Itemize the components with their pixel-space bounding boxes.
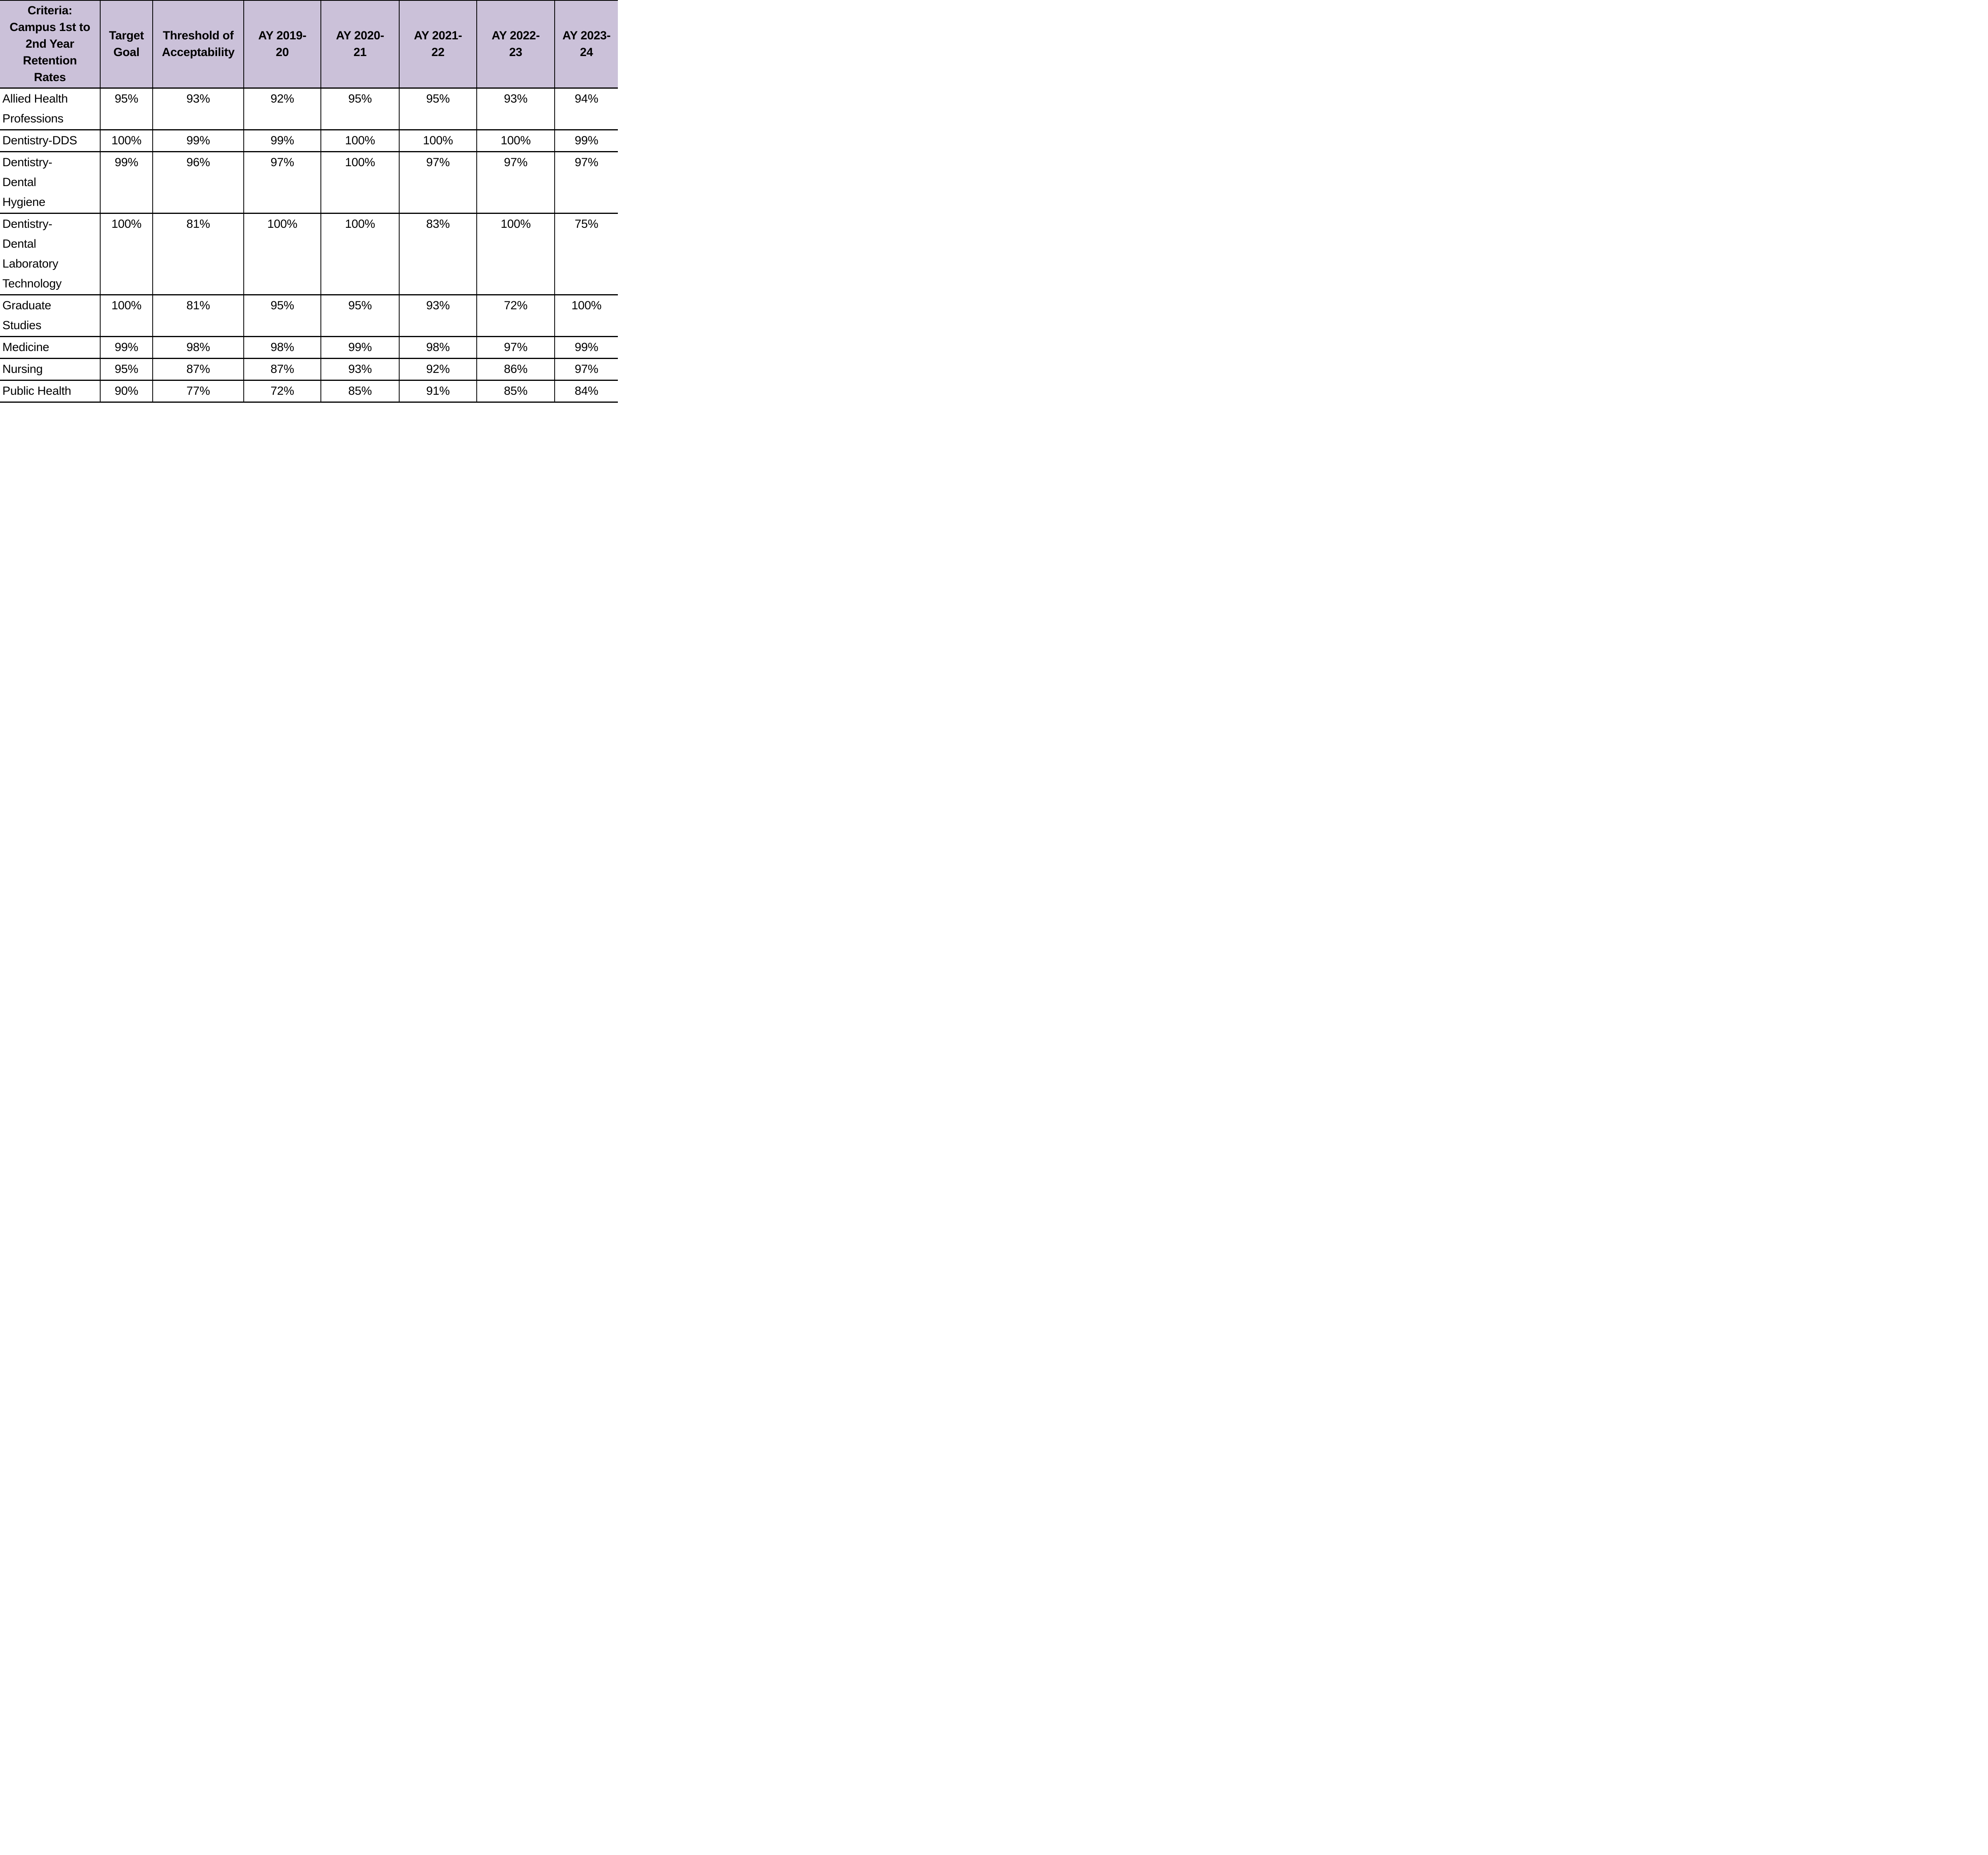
criteria-header-cell: Criteria: Campus 1st to 2nd Year Retenti… — [0, 0, 101, 89]
value-cell: 99% — [100, 151, 153, 214]
value-cell: 91% — [399, 380, 477, 403]
value-cell: 87% — [153, 358, 244, 381]
value-cell: 81% — [153, 213, 244, 295]
column-header-target-goal: Target Goal — [100, 0, 153, 89]
value-cell: 100% — [321, 151, 400, 214]
value-cell: 100% — [555, 295, 618, 337]
table-row-dental-lab-technology: Dentistry- Dental Laboratory Technology … — [0, 213, 618, 295]
value-cell: 85% — [321, 380, 400, 403]
value-cell: 75% — [555, 213, 618, 295]
value-cell: 100% — [477, 213, 555, 295]
value-cell: 99% — [244, 130, 321, 152]
value-cell: 95% — [244, 295, 321, 337]
value-cell: 100% — [100, 213, 153, 295]
table-row-dentistry-dds: Dentistry-DDS 100% 99% 99% 100% 100% 100… — [0, 130, 618, 152]
value-cell: 77% — [153, 380, 244, 403]
value-cell: 97% — [477, 336, 555, 359]
value-cell: 100% — [244, 213, 321, 295]
table-row-nursing: Nursing 95% 87% 87% 93% 92% 86% 97% — [0, 358, 618, 381]
value-cell: 81% — [153, 295, 244, 337]
value-cell: 97% — [399, 151, 477, 214]
value-cell: 84% — [555, 380, 618, 403]
value-cell: 90% — [100, 380, 153, 403]
value-cell: 99% — [100, 336, 153, 359]
value-cell: 72% — [244, 380, 321, 403]
table-row-allied-health: Allied Health Professions 95% 93% 92% 95… — [0, 88, 618, 130]
value-cell: 97% — [244, 151, 321, 214]
value-cell: 95% — [321, 295, 400, 337]
value-cell: 100% — [477, 130, 555, 152]
value-cell: 97% — [555, 358, 618, 381]
program-name-cell: Dentistry-DDS — [0, 130, 101, 152]
value-cell: 96% — [153, 151, 244, 214]
value-cell: 92% — [244, 88, 321, 130]
column-header-ay-2023-24: AY 2023- 24 — [555, 0, 618, 89]
value-cell: 94% — [555, 88, 618, 130]
value-cell: 97% — [477, 151, 555, 214]
program-name-cell: Public Health — [0, 380, 101, 403]
value-cell: 100% — [100, 130, 153, 152]
value-cell: 95% — [399, 88, 477, 130]
value-cell: 83% — [399, 213, 477, 295]
column-header-threshold: Threshold of Acceptability — [153, 0, 244, 89]
program-name-cell: Medicine — [0, 336, 101, 359]
value-cell: 98% — [399, 336, 477, 359]
column-header-ay-2019-20: AY 2019- 20 — [244, 0, 321, 89]
value-cell: 100% — [399, 130, 477, 152]
value-cell: 72% — [477, 295, 555, 337]
table-row-public-health: Public Health 90% 77% 72% 85% 91% 85% 84… — [0, 380, 618, 403]
column-header-ay-2020-21: AY 2020- 21 — [321, 0, 400, 89]
program-name-cell: Nursing — [0, 358, 101, 381]
value-cell: 85% — [477, 380, 555, 403]
value-cell: 92% — [399, 358, 477, 381]
retention-rates-table: Criteria: Campus 1st to 2nd Year Retenti… — [0, 0, 618, 403]
column-header-ay-2021-22: AY 2021- 22 — [399, 0, 477, 89]
value-cell: 93% — [399, 295, 477, 337]
table-row-graduate-studies: Graduate Studies 100% 81% 95% 95% 93% 72… — [0, 295, 618, 337]
value-cell: 99% — [555, 130, 618, 152]
table-row-dental-hygiene: Dentistry- Dental Hygiene 99% 96% 97% 10… — [0, 151, 618, 214]
value-cell: 99% — [321, 336, 400, 359]
program-name-cell: Graduate Studies — [0, 295, 101, 337]
value-cell: 95% — [100, 88, 153, 130]
value-cell: 93% — [321, 358, 400, 381]
table-row-medicine: Medicine 99% 98% 98% 99% 98% 97% 99% — [0, 336, 618, 359]
value-cell: 100% — [321, 130, 400, 152]
value-cell: 97% — [555, 151, 618, 214]
value-cell: 93% — [477, 88, 555, 130]
value-cell: 100% — [321, 213, 400, 295]
value-cell: 98% — [244, 336, 321, 359]
program-name-cell: Dentistry- Dental Laboratory Technology — [0, 213, 101, 295]
value-cell: 95% — [321, 88, 400, 130]
value-cell: 98% — [153, 336, 244, 359]
value-cell: 99% — [153, 130, 244, 152]
value-cell: 95% — [100, 358, 153, 381]
column-header-ay-2022-23: AY 2022- 23 — [477, 0, 555, 89]
value-cell: 99% — [555, 336, 618, 359]
value-cell: 86% — [477, 358, 555, 381]
value-cell: 87% — [244, 358, 321, 381]
program-name-cell: Allied Health Professions — [0, 88, 101, 130]
retention-rates-document: Criteria: Campus 1st to 2nd Year Retenti… — [0, 0, 618, 403]
value-cell: 93% — [153, 88, 244, 130]
value-cell: 100% — [100, 295, 153, 337]
header-row: Criteria: Campus 1st to 2nd Year Retenti… — [0, 0, 618, 89]
program-name-cell: Dentistry- Dental Hygiene — [0, 151, 101, 214]
